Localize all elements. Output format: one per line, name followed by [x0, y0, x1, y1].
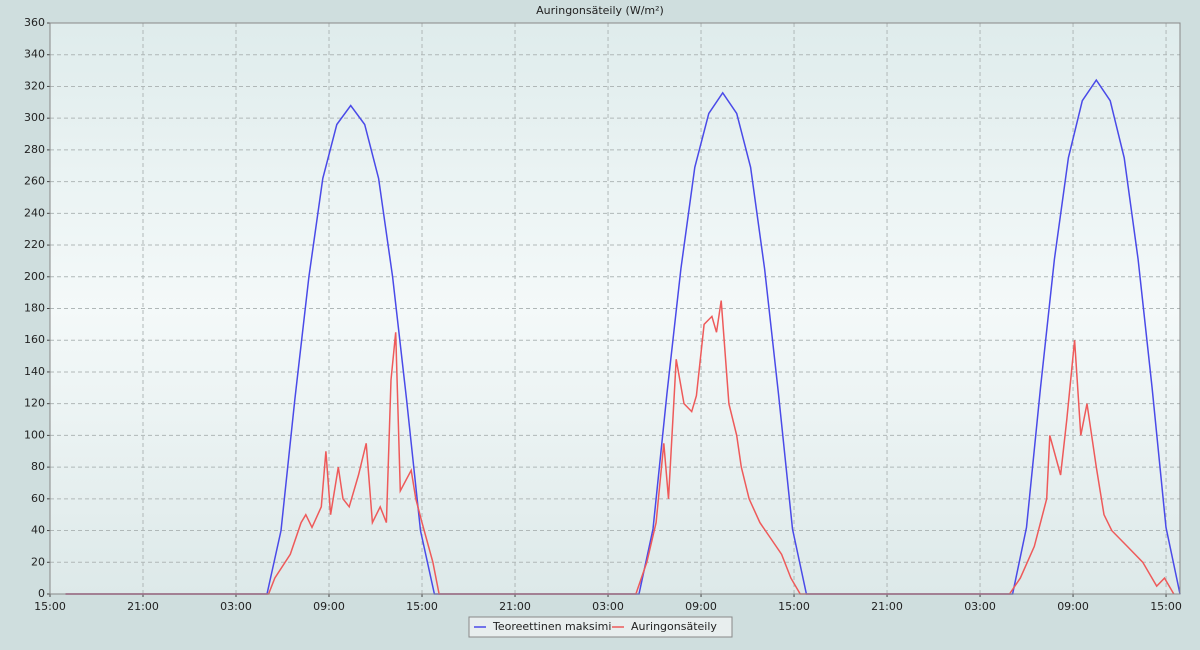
x-tick-label: 03:00 — [592, 600, 624, 613]
y-tick-label: 40 — [31, 524, 45, 537]
x-tick-label: 21:00 — [871, 600, 903, 613]
x-tick-label: 09:00 — [313, 600, 345, 613]
x-tick-label: 15:00 — [34, 600, 66, 613]
legend-label: Teoreettinen maksimi — [492, 620, 611, 633]
plot-border — [49, 22, 1181, 595]
y-tick-label: 100 — [24, 428, 45, 441]
line-series — [65, 300, 1175, 595]
x-tick-label: 09:00 — [1057, 600, 1089, 613]
y-tick-label: 360 — [24, 16, 45, 29]
y-tick-label: 140 — [24, 365, 45, 378]
y-tick-label: 60 — [31, 492, 45, 505]
y-tick-label: 200 — [24, 270, 45, 283]
y-tick-label: 120 — [24, 397, 45, 410]
x-tick-label: 15:00 — [1150, 600, 1182, 613]
y-tick-label: 280 — [24, 143, 45, 156]
legend-label: Auringonsäteily — [631, 620, 717, 633]
legend — [468, 616, 733, 638]
y-tick-label: 260 — [24, 175, 45, 188]
y-tick-label: 220 — [24, 238, 45, 251]
x-tick-label: 21:00 — [127, 600, 159, 613]
y-tick-label: 240 — [24, 206, 45, 219]
x-tick-label: 03:00 — [220, 600, 252, 613]
y-tick-label: 80 — [31, 460, 45, 473]
x-tick-label: 03:00 — [964, 600, 996, 613]
y-tick-label: 180 — [24, 302, 45, 315]
y-tick-label: 20 — [31, 555, 45, 568]
y-tick-label: 0 — [38, 587, 45, 600]
legend-box — [468, 616, 733, 638]
x-tick-label: 09:00 — [685, 600, 717, 613]
line-series — [65, 78, 1181, 595]
chart-title: Auringonsäteily (W/m²) — [536, 4, 664, 17]
x-tick-label: 15:00 — [778, 600, 810, 613]
y-tick-label: 320 — [24, 79, 45, 92]
y-tick-label: 300 — [24, 111, 45, 124]
y-tick-label: 340 — [24, 48, 45, 61]
y-tick-label: 160 — [24, 333, 45, 346]
x-tick-label: 15:00 — [406, 600, 438, 613]
x-tick-label: 21:00 — [499, 600, 531, 613]
